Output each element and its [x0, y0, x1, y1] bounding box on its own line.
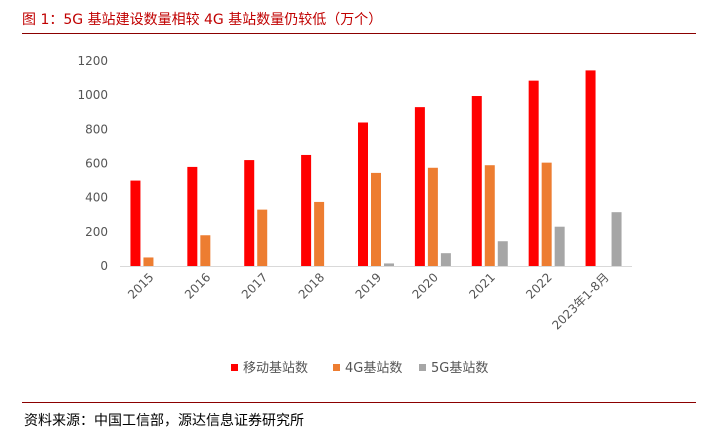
bar-5G基站数-2019	[384, 263, 394, 266]
bar-移动基站数-2015	[130, 180, 141, 266]
y-axis-ticks: 0 200 400 600 800 1000 1200	[77, 54, 108, 273]
source-rule	[22, 402, 696, 403]
x-tick-label: 2019	[353, 270, 384, 301]
legend-swatch	[419, 364, 426, 371]
bar-4G基站数-2022	[541, 162, 552, 266]
bar-移动基站数-2019	[358, 122, 368, 266]
legend-swatch	[333, 364, 340, 371]
bar-5G基站数-2021	[497, 241, 508, 266]
bar-移动基站数-2016	[187, 166, 198, 266]
legend-label: 5G基站数	[431, 361, 488, 376]
bars	[130, 70, 622, 266]
bar-4G基站数-2018	[314, 201, 325, 266]
legend-label: 4G基站数	[345, 361, 402, 376]
x-axis-ticks: 2015 2016 2017 2018 2019 2020 2021 20222023年1-8…	[125, 270, 612, 332]
bar-4G基站数-2021	[484, 165, 495, 266]
y-tick-label: 0	[100, 259, 108, 273]
y-tick-label: 800	[85, 122, 108, 136]
y-tick-label: 400	[85, 191, 108, 205]
legend: 移动基站数 4G基站数 5G基站数	[231, 361, 488, 376]
x-tick-label: 2016	[182, 270, 213, 301]
bar-移动基站数-2017	[244, 160, 255, 266]
bar-4G基站数-2016	[200, 235, 211, 266]
bar-4G基站数-2020	[427, 167, 438, 266]
legend-swatch	[231, 364, 238, 371]
y-tick-label: 200	[85, 225, 108, 239]
x-tick-label: 2017	[239, 270, 270, 301]
bar-5G基站数-2020	[440, 253, 451, 266]
x-tick-label: 2022	[523, 270, 554, 301]
bar-4G基站数-2019	[371, 172, 381, 266]
y-tick-label: 1000	[77, 88, 108, 102]
bar-移动基站数-2022	[528, 80, 539, 266]
x-tick-label: 2023年1-8月	[549, 270, 611, 332]
title-rule	[22, 33, 696, 34]
bar-移动基站数-2021	[471, 96, 482, 266]
bar-移动基站数-2020	[414, 107, 425, 266]
y-tick-label: 600	[85, 157, 108, 171]
bar-移动基站数-2023年1-8月	[585, 70, 596, 266]
figure-title: 图 1：5G 基站建设数量相较 4G 基站数量仍较低（万个）	[22, 12, 383, 28]
y-tick-label: 1200	[77, 54, 108, 68]
source-note: 资料来源：中国工信部，源达信息证券研究所	[24, 413, 304, 429]
x-tick-label: 2020	[410, 270, 441, 301]
bar-4G基站数-2015	[143, 257, 154, 266]
bar-5G基站数-2023年1-8月	[611, 212, 622, 266]
x-tick-label: 2015	[125, 270, 156, 301]
x-tick-label: 2018	[296, 270, 327, 301]
bar-移动基站数-2018	[301, 154, 312, 266]
bar-4G基站数-2017	[257, 209, 268, 266]
bar-5G基站数-2022	[554, 226, 565, 266]
x-tick-label: 2021	[466, 270, 497, 301]
legend-label: 移动基站数	[243, 361, 308, 376]
